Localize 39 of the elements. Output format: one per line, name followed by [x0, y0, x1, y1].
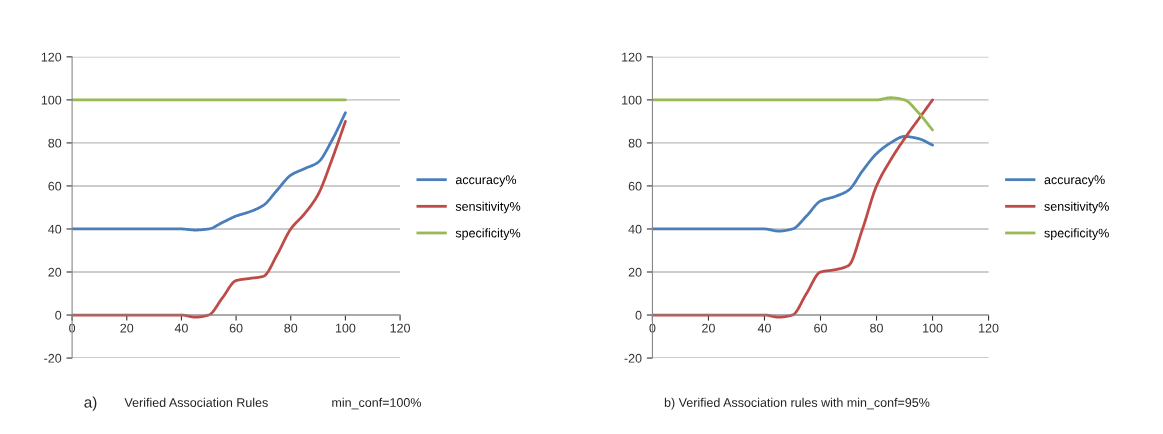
x-tick-label: 80 — [284, 323, 298, 333]
x-tick-label: 20 — [702, 323, 715, 333]
x-tick-label: 120 — [979, 323, 999, 333]
text: min_conf=100% — [332, 397, 421, 410]
y-tick-label: 120 — [622, 52, 642, 62]
x-tick-label: 0 — [69, 323, 76, 333]
legend-label: accuracy% — [455, 175, 517, 187]
y-tick-label: -20 — [624, 353, 642, 363]
legend-label: specificity% — [455, 228, 521, 240]
x-tick-label: 80 — [870, 323, 883, 333]
legend-label: accuracy% — [1044, 175, 1105, 187]
y-tick-label: 100 — [41, 95, 62, 105]
legend-label: specificity% — [1044, 228, 1109, 240]
y-tick-label: 0 — [635, 310, 642, 320]
y-tick-label: 60 — [48, 181, 62, 191]
x-tick-label: 120 — [390, 323, 411, 333]
x-tick-label: 100 — [923, 323, 943, 333]
y-tick-label: 80 — [628, 138, 642, 148]
x-tick-label: 20 — [120, 323, 134, 333]
y-tick-label: 20 — [628, 267, 642, 277]
x-tick-label: 100 — [335, 323, 356, 333]
y-tick-label: 120 — [41, 52, 62, 62]
y-tick-label: 20 — [48, 267, 62, 277]
x-tick-label: 60 — [814, 323, 827, 333]
x-tick-label: 40 — [757, 323, 771, 333]
x-tick-label: 40 — [174, 323, 188, 333]
legend-label: sensitivity% — [455, 201, 521, 214]
text: a) — [84, 396, 97, 411]
y-tick-label: 0 — [55, 310, 62, 320]
x-tick-label: 60 — [229, 323, 243, 333]
y-tick-label: 100 — [622, 95, 642, 105]
legend-label: sensitivity% — [1044, 201, 1109, 214]
text: b) Verified Association rules with min_conf=95% — [664, 397, 930, 410]
y-tick-label: -20 — [44, 353, 62, 363]
y-tick-label: 80 — [48, 138, 62, 148]
y-tick-label: 40 — [628, 224, 642, 234]
y-tick-label: 40 — [48, 224, 62, 234]
text: Verified Association Rules — [124, 397, 268, 407]
y-tick-label: 60 — [628, 181, 642, 191]
